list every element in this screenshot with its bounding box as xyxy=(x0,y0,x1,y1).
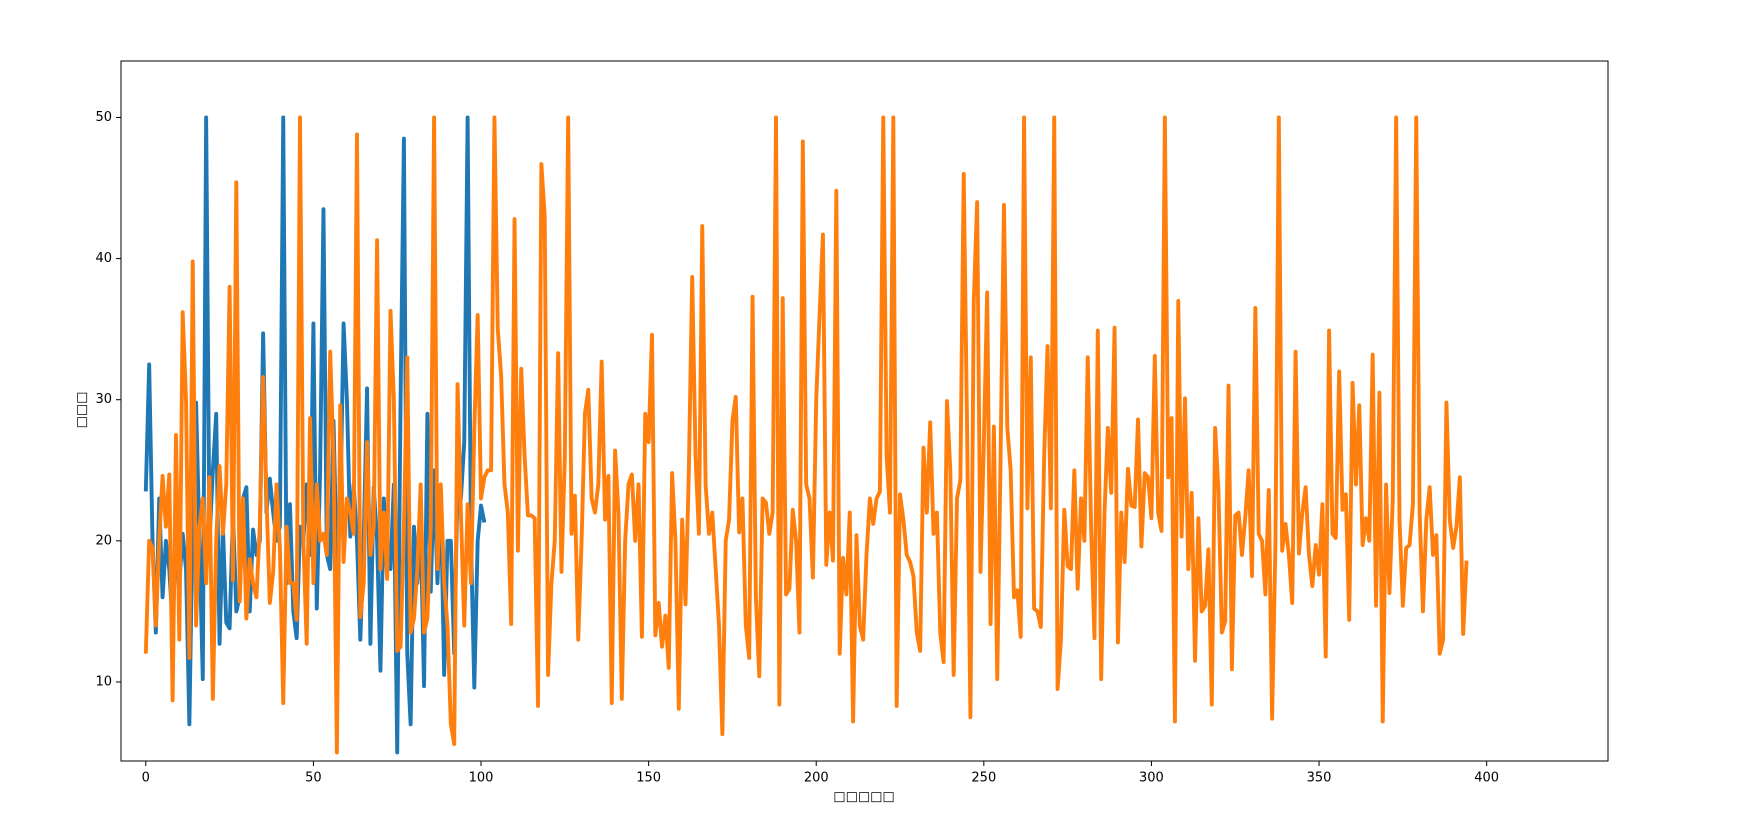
plot-frame xyxy=(120,60,1609,762)
y-tick-label: 20 xyxy=(95,533,112,548)
x-tick-label: 300 xyxy=(1139,771,1164,786)
y-tick-label: 10 xyxy=(95,674,112,689)
x-tick-label: 150 xyxy=(636,771,661,786)
y-tick-label: 30 xyxy=(95,392,112,407)
x-tick-label: 0 xyxy=(142,771,150,786)
x-tick-label: 250 xyxy=(971,771,996,786)
x-tick-label: 50 xyxy=(305,771,322,786)
x-tick-label: 100 xyxy=(469,771,494,786)
line-series xyxy=(143,115,1469,755)
line-series xyxy=(143,115,487,755)
y-tick-label: 40 xyxy=(95,251,112,266)
x-axis-label: □□□□□ xyxy=(833,790,894,805)
y-tick-label: 50 xyxy=(95,110,112,125)
x-tick-label: 400 xyxy=(1474,771,1499,786)
y-axis-label: □□□ xyxy=(75,392,90,429)
x-tick-label: 200 xyxy=(804,771,829,786)
x-tick-label: 350 xyxy=(1307,771,1332,786)
